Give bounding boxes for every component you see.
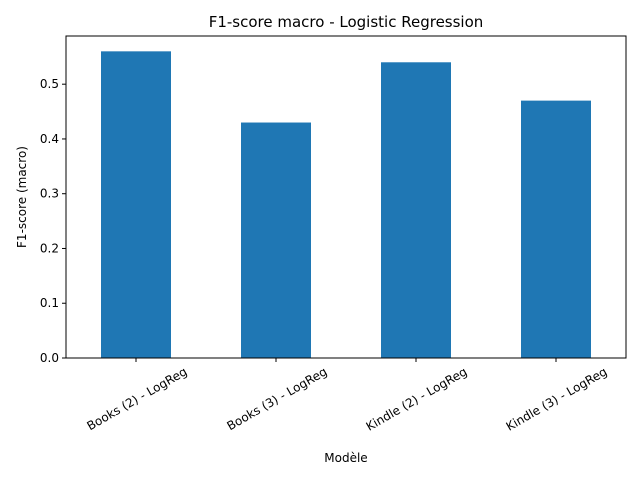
- bar: [381, 62, 451, 359]
- y-tick-label: 0.2: [40, 241, 59, 255]
- y-tick-label: 0.4: [40, 132, 59, 146]
- y-axis-label: F1-score (macro): [15, 146, 29, 248]
- plot-area: 0.0 0.1 0.2 0.3 0.4 0.5 Books (2) - LogReg Book…: [40, 51, 610, 434]
- y-tick-label: 0.0: [40, 351, 59, 365]
- x-tick-label: Kindle (2) - LogReg: [364, 364, 470, 433]
- x-tick-label: Books (3) - LogReg: [225, 364, 330, 433]
- bar: [101, 51, 171, 358]
- bar: [521, 100, 591, 358]
- bar: [241, 122, 311, 359]
- x-tick-label: Kindle (3) - LogReg: [504, 364, 610, 433]
- y-tick-label: 0.5: [40, 77, 59, 91]
- y-tick-label: 0.1: [40, 296, 59, 310]
- y-tick-label: 0.3: [40, 187, 59, 201]
- plot-frame: [65, 35, 627, 359]
- chart-title: F1-score macro - Logistic Regression: [209, 13, 484, 31]
- x-tick-label: Books (2) - LogReg: [85, 364, 190, 433]
- x-axis-label: Modèle: [324, 451, 367, 465]
